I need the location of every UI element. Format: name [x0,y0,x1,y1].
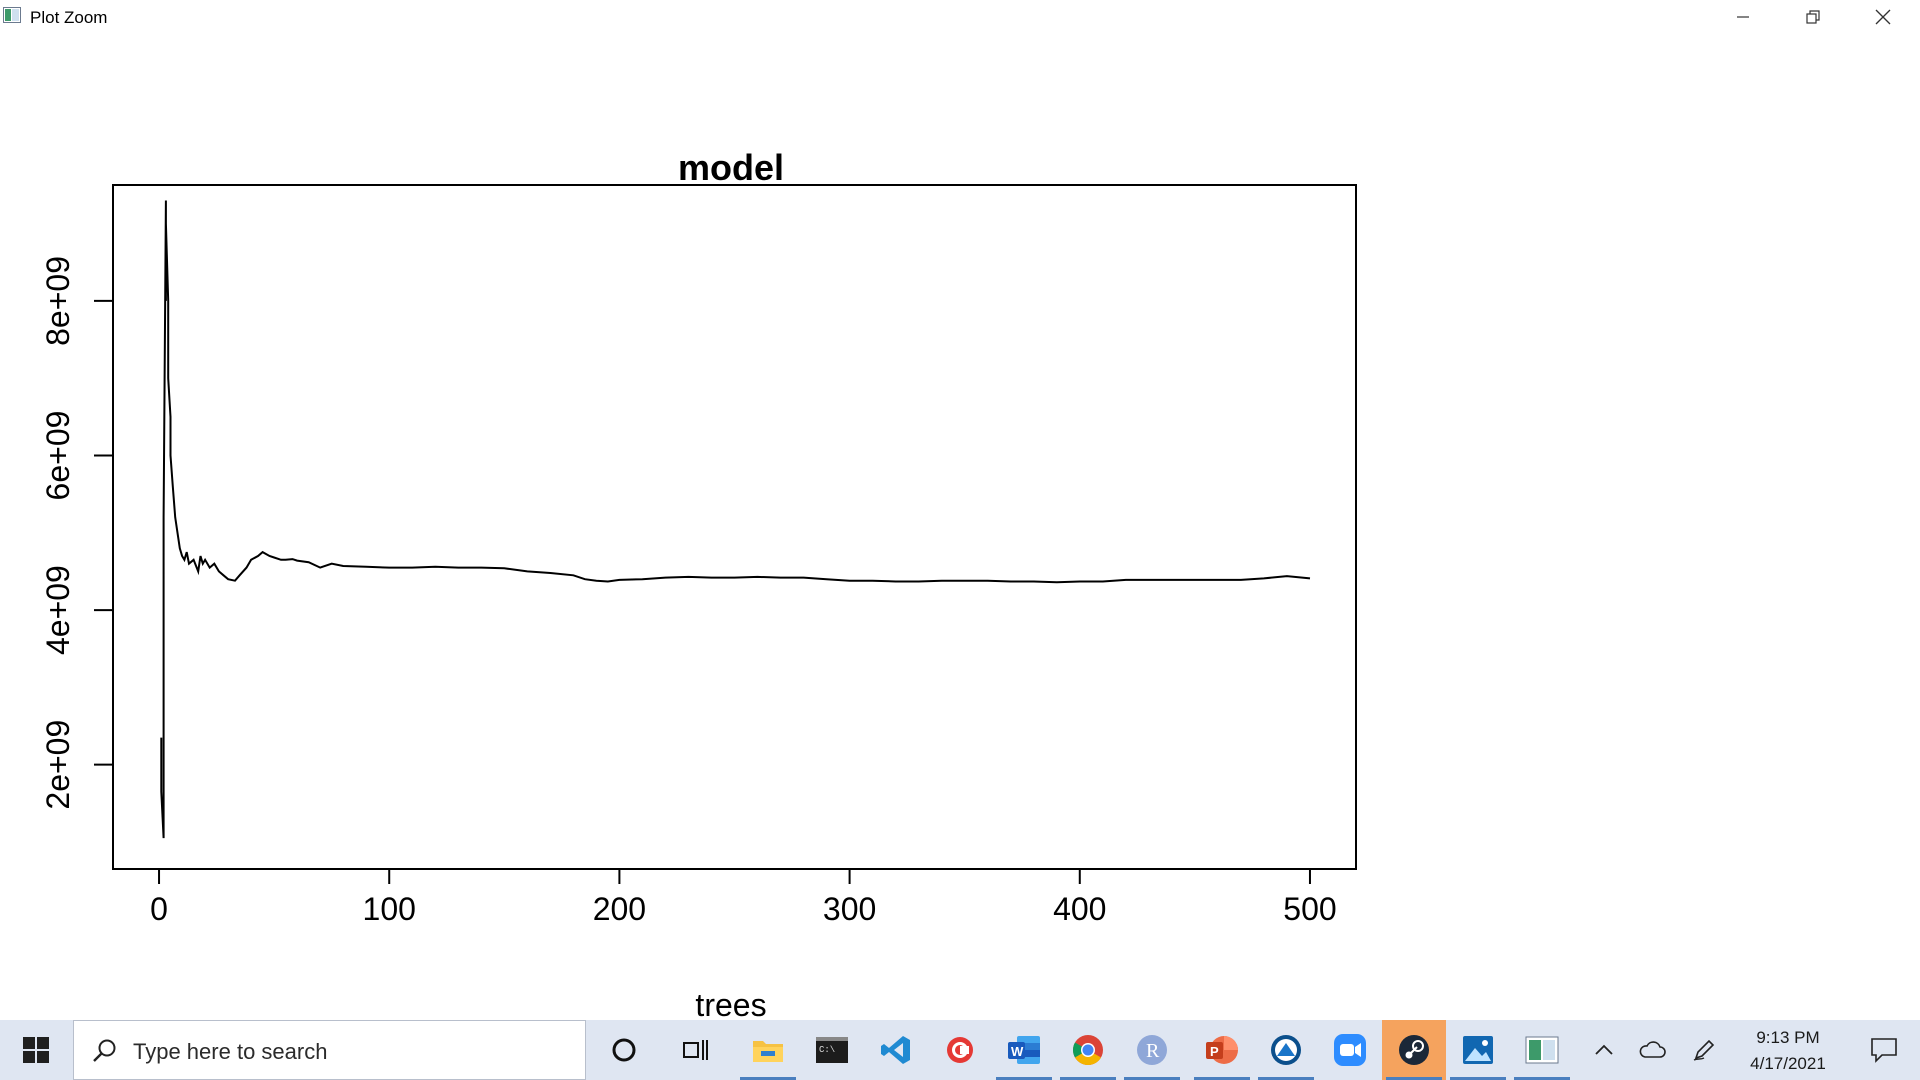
r-button[interactable]: R [1120,1020,1184,1080]
x-tick-label: 0 [150,891,168,927]
notification-center-button[interactable] [1852,1020,1916,1080]
show-hidden-icons-button[interactable] [1586,1020,1622,1080]
app-ring-button[interactable] [1254,1020,1318,1080]
x-tick-label: 400 [1053,891,1106,927]
chrome-icon [1072,1035,1103,1066]
y-tick-label: 8e+09 [40,256,76,346]
windows-logo-icon [23,1037,49,1063]
r-icon: R [1137,1035,1167,1065]
vscode-icon [881,1036,910,1064]
file-explorer-button[interactable] [736,1020,800,1080]
clock-date: 4/17/2021 [1750,1054,1826,1073]
rgui-button[interactable] [1510,1020,1574,1080]
cloud-icon [1639,1041,1666,1058]
rgui-icon [1525,1036,1559,1064]
app-c-button[interactable] [928,1020,992,1080]
y-tick-label: 2e+09 [40,720,76,810]
active-indicator [1386,1077,1442,1080]
chart-title: model [678,147,784,188]
svg-text:P: P [1210,1044,1219,1059]
word-icon: W [1008,1036,1040,1064]
x-axis-label: trees [695,987,766,1020]
window-title: Plot Zoom [30,8,108,27]
close-button[interactable] [1848,0,1918,34]
word-button[interactable]: W [992,1020,1056,1080]
search-icon [93,1039,116,1062]
active-indicator [996,1077,1052,1080]
photos-icon [1463,1036,1493,1064]
file-explorer-icon [753,1041,783,1062]
vscode-button[interactable] [864,1020,928,1080]
active-indicator [1194,1077,1250,1080]
plot-area: model 0 100 200 300 400 500 2e+09 4e+09 6e+09 8e… [0,34,1920,1023]
y-tick-label: 6e+09 [40,411,76,501]
y-axis: 2e+09 4e+09 6e+09 8e+09 [40,256,113,810]
window-title-bar: Plot Zoom [0,0,1920,34]
taskbar: Type here to search C:\ W [0,1020,1920,1080]
task-view-icon [683,1040,708,1060]
app-icon [3,7,21,23]
plot-frame [112,184,1357,870]
clock[interactable]: 9:13 PM 4/17/2021 [1728,1020,1848,1080]
clock-time: 9:13 PM [1756,1028,1820,1047]
powerpoint-button[interactable]: P [1190,1020,1254,1080]
app-ring-icon [1271,1035,1301,1065]
close-icon [1875,9,1891,25]
active-indicator [740,1077,796,1080]
pen-workspace-button[interactable] [1682,1020,1726,1080]
restore-button[interactable] [1778,0,1848,34]
steam-icon [1399,1035,1429,1065]
active-indicator [1124,1077,1180,1080]
chrome-button[interactable] [1056,1020,1120,1080]
zoom-button[interactable] [1318,1020,1382,1080]
start-button[interactable] [0,1020,72,1080]
chevron-up-icon [1595,1044,1613,1055]
x-axis: 0 100 200 300 400 500 [150,868,1337,927]
x-tick-label: 300 [823,891,876,927]
app-c-icon [947,1037,973,1063]
series-line [160,200,1311,839]
powerpoint-icon: P [1206,1036,1238,1064]
active-indicator [1450,1077,1506,1080]
search-placeholder: Type here to search [133,1039,328,1064]
onedrive-button[interactable] [1632,1020,1672,1080]
search-box[interactable]: Type here to search [73,1020,586,1080]
svg-text:C:\: C:\ [819,1045,835,1055]
svg-text:W: W [1011,1044,1024,1059]
cortana-button[interactable] [592,1020,656,1080]
y-tick-label: 4e+09 [40,565,76,655]
x-tick-label: 500 [1283,891,1336,927]
steam-button[interactable] [1382,1020,1446,1080]
terminal-button[interactable]: C:\ [800,1020,864,1080]
x-tick-label: 200 [593,891,646,927]
minimize-icon [1737,16,1749,18]
x-tick-label: 100 [363,891,416,927]
active-indicator [1258,1077,1314,1080]
notification-icon [1871,1038,1897,1063]
active-indicator [1514,1077,1570,1080]
restore-icon [1806,10,1820,24]
task-view-button[interactable] [664,1020,728,1080]
cortana-icon [612,1038,636,1062]
pen-icon [1693,1039,1715,1061]
svg-text:R: R [1146,1040,1160,1062]
terminal-icon: C:\ [816,1037,848,1063]
photos-button[interactable] [1446,1020,1510,1080]
minimize-button[interactable] [1708,0,1778,34]
active-indicator [1060,1077,1116,1080]
zoom-icon [1334,1034,1366,1066]
error-vs-trees-chart: model 0 100 200 300 400 500 2e+09 4e+09 6e+09 8e… [40,147,1357,1023]
